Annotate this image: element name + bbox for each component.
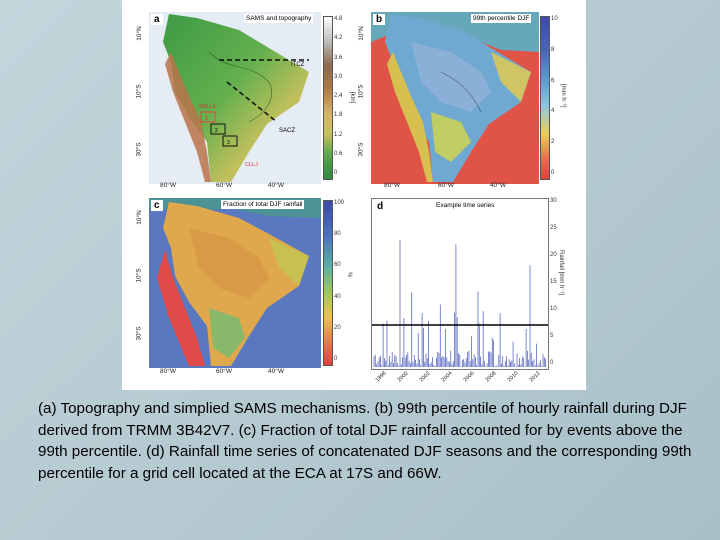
box-1-label: 1 [205,116,208,122]
panel-c-title: Fraction of total DJF rainfall [221,200,305,209]
panel-d-y-tick: 5 [550,333,554,339]
panel-c-letter: c [151,200,163,211]
panel-d-y-tick: 10 [550,306,557,312]
panel-b-xtick-1: 80°W [384,182,400,189]
label-sallj: SALLJ [199,104,215,110]
panel-a-colorbar-tick: 0.6 [334,150,343,157]
panel-a-colorbar-tick: 4.2 [334,35,343,42]
panel-d-y-tick: 30 [550,198,557,204]
panel-a-ytick-3: 30°S [135,142,143,157]
figure-caption: (a) Topography and simplied SAMS mechani… [38,400,692,482]
panel-d-xtick: 2002 [418,370,432,384]
box-3-label: 3 [227,140,230,146]
panel-b-ytick-2: 10°S [357,84,365,99]
panel-d-y-tick: 20 [550,252,557,258]
panel-d-y-tick: 25 [550,225,557,231]
panel-a-colorbar-tick: 3.6 [334,54,343,61]
panel-b-colorbar-tick: 2 [551,139,555,146]
panel-b-colorbar-tick: 10 [551,16,558,22]
percentile-map [371,12,539,184]
panel-d-letter: d [374,201,387,212]
panel-b-colorbar-tick: 8 [551,46,555,53]
rainfall-time-series [372,240,548,367]
panel-c-colorbar-tick: 40 [334,293,341,300]
panel-b-title: 99th percentile DJF [471,14,532,23]
panel-a-colorbar-tick: 1.8 [334,112,343,119]
panel-c-ytick-1: 10°N [135,210,143,225]
topography-map: ITCZ SACZ SALLJ CLLJ NEC 1 2 3 [149,12,321,184]
panel-c-unit: % [346,272,352,278]
box-1 [200,111,216,123]
panel-a-xtick-3: 40°W [268,182,284,189]
panel-d-y-tick: 15 [550,279,557,285]
panel-d-xtick: 2008 [484,370,498,384]
panel-a: ITCZ SACZ SALLJ CLLJ NEC 1 2 3 a SAMS an… [149,12,321,184]
panel-a-colorbar-tick: 0 [334,170,338,176]
panel-d-title: Example time series [434,201,497,210]
panel-a-colorbar [323,16,333,180]
panel-a-xtick-1: 80°W [160,182,176,189]
panel-d-xtick: 2012 [528,370,542,384]
panel-c-xtick-3: 40°W [268,368,284,375]
box-2-label: 2 [215,128,218,134]
panel-a-xtick-2: 60°W [216,182,232,189]
box-2 [210,123,226,135]
panel-b-colorbar [540,16,550,180]
sacz-line [226,81,278,123]
panel-c-colorbar-tick: 20 [334,324,341,331]
panel-b-xtick-3: 40°W [490,182,506,189]
figure: ITCZ SACZ SALLJ CLLJ NEC 1 2 3 a SAMS an… [122,0,586,390]
label-cllj: CLLJ [245,162,258,168]
panel-a-unit: [km] [349,92,355,104]
panel-d-ylabel: Rainfall [mm h⁻¹] [558,250,564,296]
panel-d-y-tick: 0 [550,360,554,366]
panel-c-ytick-2: 10°S [135,268,143,283]
panel-b-colorbar-tick: 6 [551,77,555,84]
panel-a-title: SAMS and topography [244,14,314,23]
panel-d-xtick: 1998 [374,370,388,384]
panel-b: b 99th percentile DJF [371,12,539,184]
panel-c-xtick-2: 60°W [216,368,232,375]
panel-a-colorbar-tick: 4.8 [334,16,343,22]
panel-c-xtick-1: 80°W [160,368,176,375]
panel-c-colorbar-tick: 80 [334,231,341,238]
panel-d: d Example time series [371,198,549,370]
panel-a-ytick-2: 10°S [135,84,143,99]
fraction-map [149,198,321,368]
panel-b-xtick-2: 60°W [438,182,454,189]
panel-a-colorbar-tick: 1.2 [334,131,343,138]
panel-b-colorbar-tick: 4 [551,108,555,115]
panel-a-colorbar-tick: 3.0 [334,73,343,80]
panel-a-ytick-1: 10°N [135,26,143,41]
panel-a-letter: a [151,14,163,25]
panel-d-xtick: 2004 [440,370,454,384]
panel-c-colorbar-tick: 0 [334,356,338,362]
panel-a-colorbar-tick: 2.4 [334,93,343,99]
panel-c-colorbar-tick: 100 [334,200,345,206]
panel-d-xtick: 2006 [462,370,476,384]
panel-c-ytick-3: 30°S [135,326,143,341]
panel-c-colorbar [323,200,333,366]
panel-b-unit: [mm h⁻¹] [560,84,566,108]
label-sacz: SACZ [279,128,295,134]
panel-b-ytick-1: 10°N [357,26,365,41]
label-itcz: ITCZ [291,62,305,68]
panel-b-colorbar-tick: 0 [551,170,555,176]
panel-c-colorbar-tick: 60 [334,262,341,269]
panel-b-letter: b [373,14,386,25]
panel-d-xtick: 2010 [506,370,520,384]
box-3 [222,135,238,147]
panel-d-xtick: 2000 [396,370,410,384]
panel-b-ytick-3: 30°S [357,142,365,157]
panel-c: c Fraction of total DJF rainfall [149,198,321,368]
